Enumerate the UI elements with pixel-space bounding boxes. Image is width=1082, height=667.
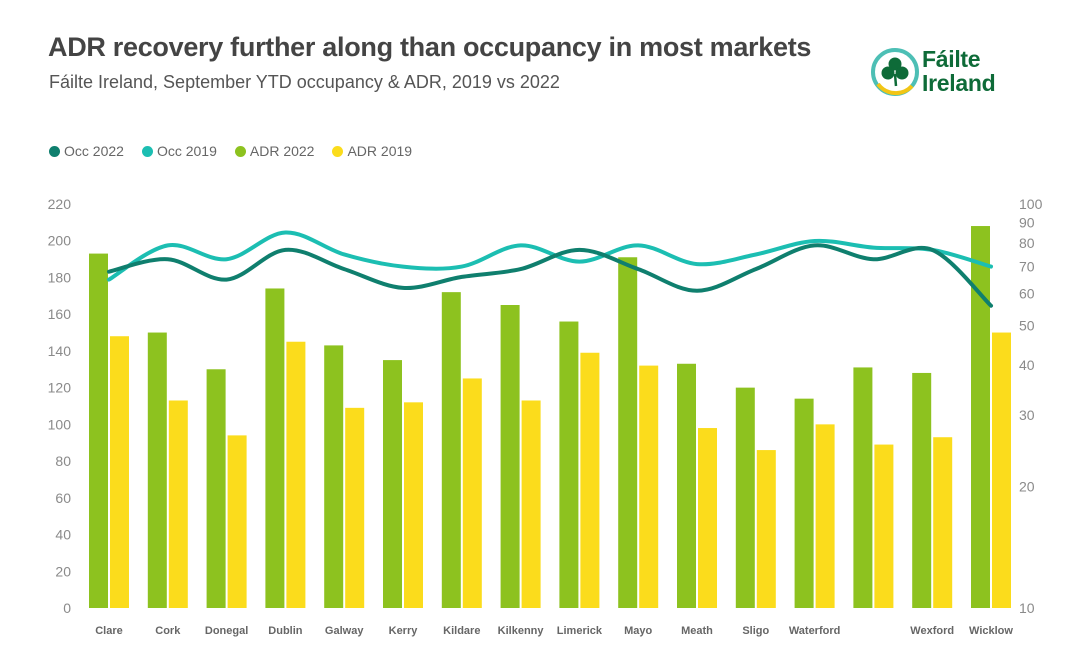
chart-title: ADR recovery further along than occupanc…: [48, 32, 812, 62]
bar-adr-2022: [383, 360, 402, 608]
legend-label-adr-2022: ADR 2022: [249, 143, 315, 159]
bar-adr-2019: [168, 400, 188, 608]
bar-adr-2019: [227, 435, 247, 608]
category-label: Wicklow: [969, 625, 1013, 637]
bar-adr-2022: [971, 226, 990, 608]
left-axis-tick-label: 120: [48, 380, 72, 396]
left-axis-tick-label: 20: [55, 563, 71, 579]
bar-adr-2022: [324, 345, 344, 608]
line-occ-2022: [107, 243, 993, 308]
bar-adr-2022: [618, 257, 638, 608]
left-axis-tick-label: 180: [48, 269, 72, 285]
left-axis-tick-label: 160: [48, 306, 72, 322]
line-occ-2019: [107, 230, 993, 282]
category-label: Limerick: [557, 625, 603, 637]
category-label: Kerry: [389, 625, 419, 637]
bar-adr-2019: [345, 407, 365, 608]
left-axis-tick-label: 100: [48, 416, 72, 432]
bar-adr-2022: [677, 363, 696, 608]
category-label: Dublin: [268, 625, 302, 637]
bar-adr-2022: [794, 398, 814, 608]
chart-legend: Occ 2022 Occ 2019 ADR 2022 ADR 2019: [49, 143, 412, 159]
right-axis-tick-label: 60: [1019, 286, 1035, 302]
bar-adr-2022: [147, 332, 167, 608]
category-label: Clare: [95, 625, 123, 637]
category-label: Mayo: [624, 625, 652, 637]
legend-item-adr-2019: ADR 2019: [332, 143, 412, 159]
legend-label-adr-2019: ADR 2019: [347, 143, 413, 159]
left-axis-tick-label: 200: [48, 233, 72, 249]
bar-adr-2019: [756, 450, 776, 608]
legend-marker-occ-2022: [49, 145, 60, 157]
bar-adr-2022: [912, 372, 932, 608]
bar-adr-2019: [462, 378, 482, 608]
legend-item-occ-2022: Occ 2022: [49, 143, 124, 159]
left-axis-tick-label: 220: [48, 196, 72, 212]
legend-marker-adr-2022: [234, 145, 246, 157]
logo-text-line1: Fáilte: [922, 46, 981, 72]
bar-adr-2019: [933, 437, 953, 608]
left-axis-tick-label: 60: [55, 490, 71, 506]
bar-adr-2019: [815, 424, 835, 608]
category-label: Wexford: [910, 625, 954, 637]
right-axis-tick-label: 10: [1019, 600, 1035, 616]
left-axis-tick-label: 140: [48, 343, 72, 359]
category-label: Sligo: [742, 625, 769, 637]
bar-adr-2019: [521, 400, 541, 608]
left-axis-tick-label: 40: [55, 527, 71, 543]
right-axis-tick-label: 40: [1019, 357, 1035, 373]
right-axis-tick-label: 50: [1019, 318, 1035, 334]
bar-adr-2019: [874, 444, 894, 608]
right-axis-tick-label: 70: [1019, 259, 1035, 275]
bar-adr-2022: [559, 321, 579, 608]
legend-label-occ-2019: Occ 2019: [156, 143, 217, 159]
bar-adr-2019: [698, 428, 717, 608]
logo-text-line2: Ireland: [922, 70, 996, 96]
bar-adr-2019: [580, 352, 600, 608]
legend-marker-occ-2019: [141, 145, 153, 157]
bar-adr-2019: [404, 402, 423, 608]
bar-adr-2022: [853, 367, 873, 608]
category-label: Cork: [155, 625, 181, 637]
category-label: Kilkenny: [498, 625, 545, 637]
right-axis-tick-label: 20: [1019, 478, 1035, 494]
bar-adr-2022: [206, 369, 226, 608]
category-label: Meath: [681, 625, 713, 637]
left-axis-tick-label: 0: [63, 600, 71, 616]
category-label: Galway: [325, 625, 364, 637]
bar-adr-2019: [992, 332, 1011, 608]
bar-adr-2022: [500, 305, 520, 608]
right-axis-tick-label: 100: [1019, 196, 1043, 212]
bar-adr-2019: [110, 336, 129, 608]
bar-adr-2022: [265, 288, 285, 608]
chart-subtitle: Fáilte Ireland, September YTD occupancy …: [49, 72, 560, 92]
category-label: Waterford: [789, 625, 841, 637]
bar-adr-2019: [286, 341, 306, 608]
right-axis-tick-label: 30: [1019, 407, 1035, 423]
right-axis-tick-label: 90: [1019, 214, 1035, 230]
bar-adr-2022: [441, 292, 461, 608]
legend-marker-adr-2019: [332, 145, 344, 157]
legend-item-occ-2019: Occ 2019: [141, 143, 217, 159]
legend-label-occ-2022: Occ 2022: [64, 143, 124, 159]
legend-item-adr-2022: ADR 2022: [234, 143, 315, 159]
category-label: Donegal: [205, 625, 248, 637]
bar-adr-2022: [89, 253, 108, 608]
left-axis-tick-label: 80: [55, 453, 71, 469]
failte-ireland-logo: Fáilte Ireland: [870, 44, 1020, 100]
shamrock-icon: [871, 48, 919, 96]
bar-adr-2022: [735, 387, 755, 608]
bar-adr-2019: [639, 365, 659, 608]
category-label: Kildare: [443, 625, 480, 637]
right-axis-tick-label: 80: [1019, 235, 1035, 251]
